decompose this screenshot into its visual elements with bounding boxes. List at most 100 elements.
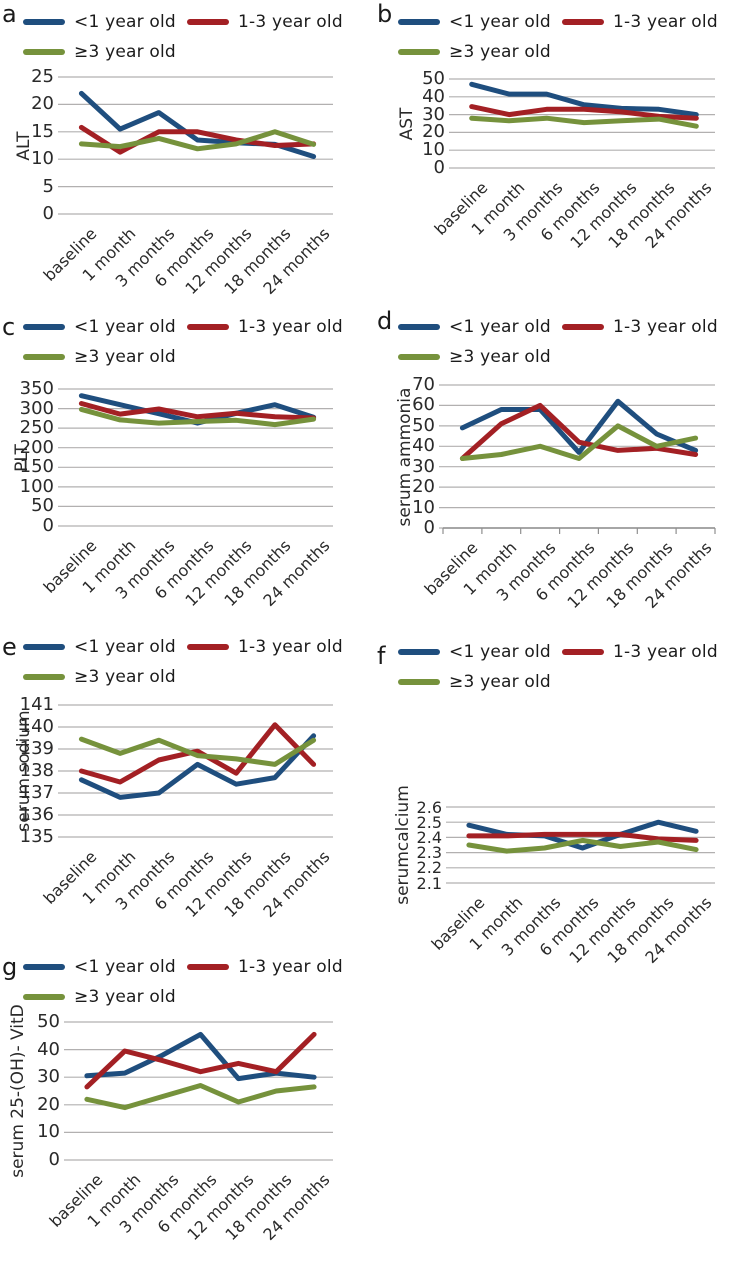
y-tick-label: 20 [422,121,445,143]
chart-g [64,1021,333,1161]
legend-item: 1-3 year old [187,10,343,34]
legend-label: <1 year old [74,957,176,977]
chart-f [446,806,715,884]
series-line-3-year-old [78,129,317,152]
y-tick-label: 200 [19,436,54,458]
series-line-1-year-old [78,733,317,800]
legend-item: ≥3 year old [23,985,176,1009]
legend-item: 1-3 year old [562,10,718,34]
legend-swatch-1-3-year-old-line-icon [187,964,229,970]
legend-swatch-3-year-old-line-icon [23,354,65,360]
legend-swatch-1-year-old-line-icon [398,324,440,330]
series-line-1-3-year-old [78,401,317,421]
legend-label: 1-3 year old [238,637,343,657]
legend-swatch-1-year-old-line-icon [23,324,65,330]
y-tick-label: 138 [19,760,54,781]
y-tick-label: 30 [412,455,435,477]
panel-e: e <1 year old 1-3 year old ≥3 year old serum… [0,625,370,935]
chart-b [449,78,715,169]
legend-label: <1 year old [449,12,551,32]
legend-item: <1 year old [23,10,176,34]
legend-swatch-3-year-old-line-icon [23,674,65,680]
legend-label: ≥3 year old [449,347,551,367]
series-line-3-year-old [78,736,317,767]
y-tick-label: 141 [19,694,54,715]
panel-b: b <1 year old 1-3 year old ≥3 year old AST 0 1… [375,0,755,300]
legend-item: ≥3 year old [398,40,551,64]
series-line-1-3-year-old [469,104,699,121]
legend-label: ≥3 year old [449,672,551,692]
y-tick-label: 2.5 [416,812,442,832]
y-tick-label: 25 [31,66,54,87]
y-tick-label: 140 [19,716,54,737]
legend-item: 1-3 year old [187,315,343,339]
series-line-1-3-year-old [466,831,699,843]
y-tick-label: 137 [19,782,54,803]
y-tick-label: 0 [423,517,435,538]
legend-item: <1 year old [23,635,176,659]
y-tick-label: 50 [31,495,54,517]
chart-d [439,384,716,534]
y-tick-label: 40 [37,1038,60,1060]
legend-swatch-1-3-year-old-line-icon [187,644,229,650]
legend-swatch-1-3-year-old-line-icon [562,649,604,655]
panel-letter: c [2,313,16,341]
legend-swatch-3-year-old-line-icon [398,49,440,55]
legend-item: ≥3 year old [398,345,551,369]
legend-swatch-1-year-old-line-icon [398,649,440,655]
series-line-1-year-old [459,398,699,455]
legend-item: <1 year old [398,315,551,339]
legend-label: 1-3 year old [238,12,343,32]
series-line-1-3-year-old [78,124,317,155]
y-tick-label: 250 [19,417,54,439]
y-tick-label: 136 [19,804,54,825]
y-tick-label: 2.4 [416,827,442,847]
y-tick-label: 10 [412,496,435,518]
legend-swatch-3-year-old-line-icon [398,354,440,360]
legend-label: 1-3 year old [613,12,718,32]
legend-item: ≥3 year old [23,40,176,64]
y-tick-label: 2.3 [416,843,442,863]
legend-label: ≥3 year old [74,42,176,62]
legend-item: <1 year old [23,955,176,979]
chart-e [58,704,333,838]
legend-label: ≥3 year old [74,347,176,367]
legend-label: ≥3 year old [74,987,176,1007]
y-tick-label: 70 [412,374,435,395]
legend-item: <1 year old [23,315,176,339]
y-tick-label: 300 [19,397,54,419]
series-line-3-year-old [78,406,317,428]
series-line-3-year-old [466,837,699,854]
panel-letter: f [377,642,386,670]
legend-label: <1 year old [449,642,551,662]
y-tick-label: 50 [37,1011,60,1032]
series-line-3-year-old [84,1083,317,1111]
legend-label: <1 year old [449,317,551,337]
y-tick-label: 15 [31,120,54,142]
legend-swatch-3-year-old-line-icon [23,49,65,55]
y-tick-label: 10 [422,139,445,161]
y-tick-label: 50 [422,68,445,89]
y-tick-label: 60 [412,394,435,416]
panel-g: g <1 year old 1-3 year old ≥3 year old serum… [0,945,370,1244]
legend-item: 1-3 year old [187,955,343,979]
legend-item: 1-3 year old [187,635,343,659]
panel-letter: e [2,633,17,661]
legend-swatch-3-year-old-line-icon [23,994,65,1000]
y-tick-label: 20 [412,476,435,498]
panel-c: c <1 year old 1-3 year old ≥3 year old PLT 0 5… [0,305,370,620]
legend-label: ≥3 year old [449,42,551,62]
y-tick-label: 10 [31,148,54,170]
y-tick-label: 20 [31,93,54,115]
legend-item: 1-3 year old [562,315,718,339]
chart-a [58,76,333,215]
y-tick-label: 2.1 [416,873,442,893]
legend-label: 1-3 year old [238,957,343,977]
panel-letter: b [377,0,393,28]
y-tick-label: 5 [42,175,54,197]
y-tick-label: 135 [19,826,54,847]
y-tick-label: 150 [19,456,54,478]
legend-item: ≥3 year old [23,665,176,689]
legend-item: ≥3 year old [23,345,176,369]
panel-letter: g [2,953,18,981]
